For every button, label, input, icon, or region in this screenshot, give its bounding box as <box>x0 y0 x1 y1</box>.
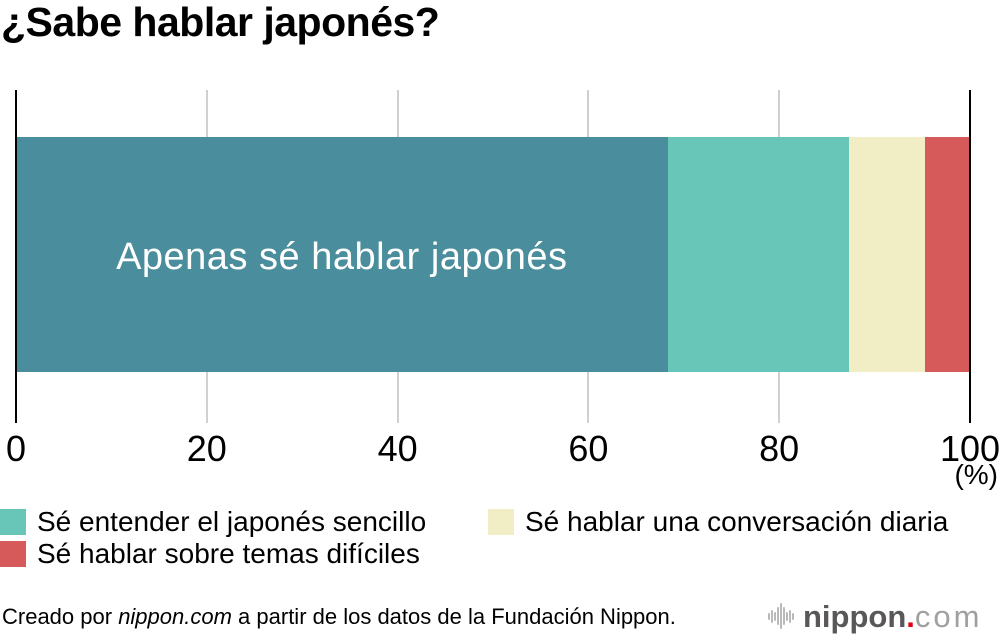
x-tick-label-0: 0 <box>5 428 27 469</box>
x-tick-label-100: 100 <box>939 428 1000 469</box>
bar-segment-2 <box>667 137 849 372</box>
logo-tld: com <box>914 598 983 634</box>
x-tick-label-20: 20 <box>186 428 227 469</box>
legend-label: Sé hablar sobre temas difíciles <box>37 538 420 569</box>
bar-segment-4 <box>925 137 970 372</box>
nippon-com-wordmark: nippon.com <box>803 601 983 632</box>
legend-label: Sé entender el japonés sencillo <box>37 506 427 537</box>
bar-segment-1: Apenas sé hablar japonés <box>16 137 668 372</box>
legend-item-temas-dificiles: Sé hablar sobre temas difíciles <box>0 538 420 569</box>
bar-segment-3 <box>848 137 926 372</box>
axis-line-left <box>15 90 17 423</box>
legend-item-entender-sencillo: Sé entender el japonés sencillo <box>0 506 427 537</box>
legend-item-conversacion-diaria: Sé hablar una conversación diaria <box>488 506 949 537</box>
credit-prefix: Creado por <box>2 604 119 629</box>
legend-swatch-cream <box>488 509 514 535</box>
x-tick-label-80: 80 <box>759 428 800 469</box>
stacked-bar: Apenas sé hablar japonés <box>16 137 970 372</box>
axis-line-right <box>969 90 971 423</box>
x-tick-label-60: 60 <box>568 428 609 469</box>
plot-area: Apenas sé hablar japonés 0 20 40 60 80 100 <box>6 90 1000 467</box>
logo-word: nippon <box>803 598 907 634</box>
nippon-com-logo: nippon.com <box>768 596 983 636</box>
x-axis-tick-labels: 0 20 40 60 80 100 <box>6 428 1000 471</box>
credit-suffix: a partir de los datos de la Fundación Ni… <box>231 604 676 629</box>
legend-label: Sé hablar una conversación diaria <box>525 506 949 537</box>
legend-swatch-teal <box>0 509 26 535</box>
x-tick-label-40: 40 <box>377 428 418 469</box>
legend-swatch-red <box>0 541 26 567</box>
bar-segment-label: Apenas sé hablar japonés <box>116 235 568 278</box>
x-axis-unit-label: (%) <box>954 459 998 490</box>
logo-dot: . <box>906 598 915 634</box>
soundwave-icon <box>768 602 794 630</box>
credit-source: nippon.com <box>118 604 232 629</box>
credit-text: Creado por nippon.com a partir de los da… <box>2 603 676 632</box>
chart-title: ¿Sabe hablar japonés? <box>1 0 440 45</box>
